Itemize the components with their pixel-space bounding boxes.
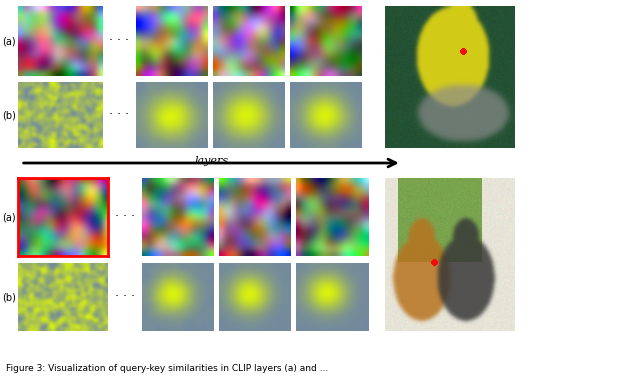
Text: Figure 3: Visualization of query-key similarities in CLIP layers (a) and ...: Figure 3: Visualization of query-key sim… (6, 364, 329, 373)
Text: (b): (b) (2, 292, 16, 302)
Text: · · ·: · · · (109, 109, 129, 122)
Text: · · ·: · · · (115, 211, 135, 223)
Text: (b): (b) (2, 110, 16, 120)
Text: (a): (a) (2, 36, 16, 46)
Text: · · ·: · · · (109, 35, 129, 48)
Text: (a): (a) (2, 212, 16, 222)
Text: layers: layers (194, 156, 228, 166)
Text: · · ·: · · · (115, 290, 135, 304)
